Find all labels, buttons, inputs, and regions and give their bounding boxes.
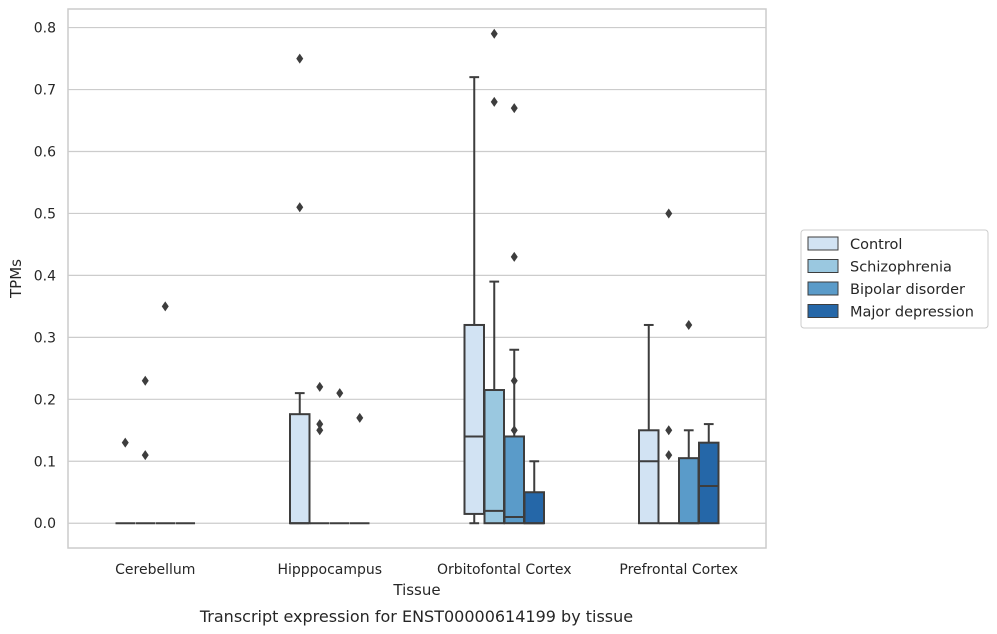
box-group — [678, 319, 700, 525]
outlier-point — [510, 251, 518, 262]
box-group — [523, 460, 545, 525]
y-tick-label: 0.0 — [34, 516, 56, 532]
box-group — [155, 301, 175, 525]
outlier-point — [490, 28, 498, 39]
box-group — [350, 412, 370, 525]
y-tick-label: 0.8 — [34, 21, 56, 37]
outlier-point — [316, 425, 324, 436]
box — [523, 491, 545, 525]
boxes-layer — [115, 28, 720, 525]
x-tick-label: Hipppocampus — [277, 562, 382, 578]
y-tick-label: 0.1 — [34, 454, 56, 470]
outlier-point — [490, 96, 498, 107]
chart-caption: Transcript expression for ENST0000061419… — [199, 607, 633, 626]
legend-swatch — [807, 236, 839, 251]
outlier-point — [296, 202, 304, 213]
x-axis-label: Tissue — [392, 581, 440, 599]
outlier-point — [510, 375, 518, 386]
legend-label: Major depression — [850, 305, 974, 321]
outlier-point — [141, 450, 149, 461]
y-axis-ticks: 0.0 0.1 0.2 0.3 0.4 0.5 0.6 0.7 0.8 — [34, 21, 56, 533]
x-tick-label: Cerebellum — [115, 562, 195, 578]
plot-frame — [67, 8, 767, 549]
box-group — [463, 76, 485, 525]
outlier-point — [121, 437, 129, 448]
outlier-point — [316, 381, 324, 392]
outlier-point — [665, 425, 673, 436]
legend-frame — [800, 229, 989, 329]
outlier-point — [665, 450, 673, 461]
box — [503, 435, 525, 525]
outlier-point — [141, 375, 149, 386]
y-axis-label: TPMs — [7, 259, 25, 299]
y-tick-label: 0.5 — [34, 206, 56, 222]
box — [483, 389, 505, 525]
y-tick-label: 0.7 — [34, 83, 56, 99]
box-group — [310, 381, 330, 525]
box — [638, 429, 660, 525]
box — [698, 441, 720, 525]
outlier-point — [161, 301, 169, 312]
y-tick-label: 0.3 — [34, 330, 56, 346]
legend-label: Control — [850, 237, 902, 253]
outlier-point — [356, 412, 364, 423]
x-tick-label: Prefrontal Cortex — [619, 562, 738, 578]
legend-label: Bipolar disorder — [850, 282, 965, 298]
x-axis-ticks: Cerebellum Hipppocampus Orbitofontal Corte… — [115, 562, 738, 578]
x-tick-label: Orbitofontal Cortex — [437, 562, 572, 578]
outlier-point — [510, 425, 518, 436]
y-tick-label: 0.6 — [34, 144, 56, 160]
y-tick-label: 0.4 — [34, 268, 56, 284]
y-tick-label: 0.2 — [34, 392, 56, 408]
box-group — [115, 437, 135, 525]
outlier-point — [336, 388, 344, 399]
legend-swatch — [807, 259, 839, 273]
grid-lines — [68, 26, 766, 524]
legend: Control Schizophrenia Bipolar disorder Majo… — [800, 229, 989, 329]
outlier-point — [685, 319, 693, 330]
box-group — [330, 388, 350, 525]
box-group — [698, 423, 720, 525]
legend-label: Schizophrenia — [850, 260, 952, 276]
box-group — [503, 103, 525, 525]
legend-swatch — [807, 281, 839, 296]
outlier-point — [316, 419, 324, 430]
box — [463, 323, 485, 515]
outlier-point — [510, 103, 518, 114]
box-group — [135, 375, 155, 525]
box-group — [289, 53, 311, 525]
box-group — [638, 323, 660, 525]
outlier-point — [296, 53, 304, 64]
box — [678, 457, 700, 525]
box — [289, 413, 311, 525]
outlier-point — [665, 208, 673, 219]
box-group — [659, 208, 679, 525]
legend-swatch — [807, 304, 839, 318]
